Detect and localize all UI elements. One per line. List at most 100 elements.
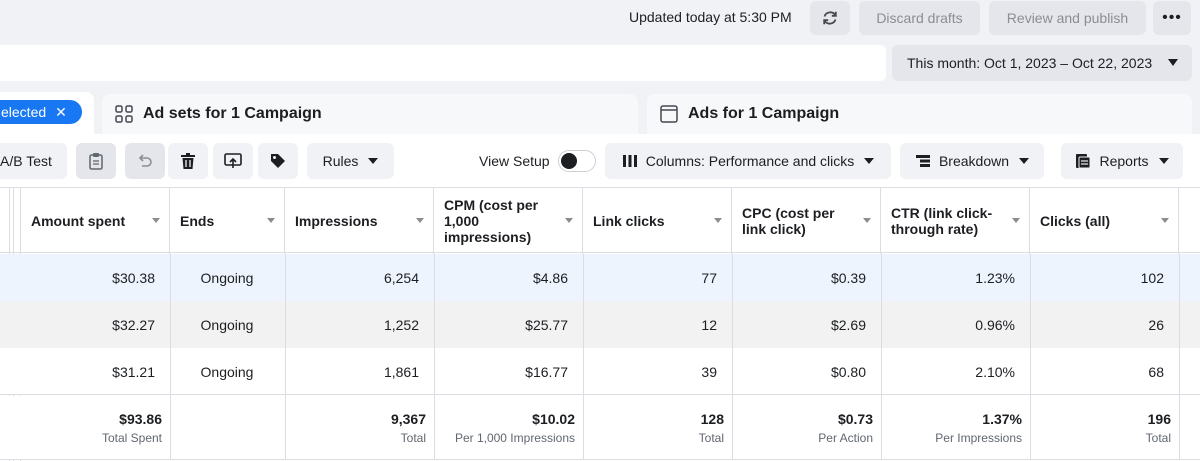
- header-label: CPC (cost per link click): [742, 205, 835, 237]
- search-filter-bar[interactable]: [0, 45, 886, 81]
- refresh-icon: [823, 11, 837, 25]
- header-label: CPM (cost per 1,000 impressions): [444, 197, 539, 245]
- tab-ad-sets[interactable]: Ad sets for 1 Campaign: [102, 94, 638, 134]
- cell-amount: $30.38: [112, 269, 155, 286]
- reports-button[interactable]: Reports: [1061, 143, 1183, 179]
- header-ends[interactable]: Ends: [170, 188, 285, 254]
- column-divider: [1179, 254, 1180, 460]
- total-label: Per Impressions: [935, 431, 1022, 445]
- total-link-clicks: 128 Total: [583, 396, 732, 460]
- main-panel: A/B Test: [0, 134, 1200, 461]
- table-row[interactable]: $32.27 Ongoing 1,252 $25.77 12 $2.69 0.9…: [0, 301, 1200, 348]
- rules-label: Rules: [322, 153, 359, 169]
- view-setup-label: View Setup: [479, 153, 550, 169]
- duplicate-button[interactable]: [76, 143, 116, 179]
- cell-impressions: 1,861: [383, 363, 419, 380]
- header-label: Amount spent: [31, 213, 126, 229]
- cell-clicks-all: 68: [1148, 363, 1164, 380]
- total-label: Total: [400, 431, 426, 445]
- total-label: Total Spent: [101, 431, 162, 445]
- cell-cpm: $25.77: [525, 316, 568, 333]
- caret-down-icon: [1168, 59, 1178, 66]
- cell-amount: $31.21: [112, 363, 155, 380]
- caret-down-icon: [368, 158, 379, 164]
- total-value: 196: [1147, 411, 1171, 427]
- header-label: Link clicks: [593, 213, 665, 229]
- total-label: Per Action: [818, 431, 873, 445]
- selected-filter-pill[interactable]: elected ✕: [0, 100, 82, 124]
- close-icon[interactable]: ✕: [55, 103, 67, 120]
- view-setup-toggle[interactable]: [558, 150, 596, 172]
- cell-link-clicks: 39: [701, 363, 717, 380]
- column-divider: [881, 254, 882, 460]
- columns-icon: [622, 155, 637, 167]
- ab-test-button[interactable]: A/B Test: [0, 143, 67, 179]
- reports-label: Reports: [1099, 153, 1149, 169]
- cell-cpc: $2.69: [830, 316, 866, 333]
- column-divider: [732, 254, 733, 460]
- column-divider: [434, 254, 435, 460]
- cell-cpc: $0.39: [830, 269, 866, 286]
- table-row[interactable]: $30.38 Ongoing 6,254 $4.86 77 $0.39 1.23…: [0, 254, 1200, 301]
- ad-window-icon: [660, 105, 678, 123]
- caret-down-icon: [864, 158, 875, 164]
- rules-button[interactable]: Rules: [307, 143, 394, 179]
- more-options-button[interactable]: •••: [1153, 1, 1191, 35]
- tab-ads[interactable]: Ads for 1 Campaign: [647, 94, 1192, 134]
- header-ctr[interactable]: CTR (link click-through rate): [881, 188, 1030, 254]
- export-button[interactable]: [213, 143, 253, 179]
- total-cpm: $10.02 Per 1,000 Impressions: [434, 396, 583, 460]
- header-cpm[interactable]: CPM (cost per 1,000 impressions): [434, 188, 583, 254]
- review-publish-button[interactable]: Review and publish: [989, 1, 1146, 35]
- column-divider: [170, 254, 171, 460]
- total-value: $93.86: [119, 411, 162, 427]
- columns-button[interactable]: Columns: Performance and clicks: [605, 143, 891, 179]
- header-link-clicks[interactable]: Link clicks: [583, 188, 732, 254]
- cell-ends: Ongoing: [200, 269, 254, 286]
- totals-row: $93.86 Total Spent 9,367 Total $10.02 Per 1…: [0, 396, 1200, 460]
- cell-link-clicks: 12: [701, 316, 717, 333]
- caret-down-icon: [1019, 158, 1030, 164]
- date-range-button[interactable]: This month: Oct 1, 2023 – Oct 22, 2023: [892, 45, 1192, 81]
- table-header: Amount spent Ends Impressions CPM (cost …: [0, 187, 1200, 254]
- ab-test-label: A/B Test: [0, 153, 52, 169]
- caret-down-icon: [1158, 158, 1169, 164]
- tab-ads-label: Ads for 1 Campaign: [688, 105, 840, 122]
- sort-icon: [714, 218, 722, 223]
- header-cpc[interactable]: CPC (cost per link click): [732, 188, 881, 254]
- header-amount-spent[interactable]: Amount spent: [21, 188, 170, 254]
- cell-ends: Ongoing: [200, 363, 254, 380]
- reports-icon: [1076, 154, 1091, 169]
- sort-icon: [416, 218, 424, 223]
- sort-icon: [1012, 218, 1020, 223]
- breakdown-icon: [915, 155, 930, 167]
- undo-icon: [138, 154, 152, 167]
- cell-clicks-all: 102: [1140, 269, 1164, 286]
- header-label: Impressions: [295, 213, 378, 229]
- header-impressions[interactable]: Impressions: [285, 188, 434, 254]
- updated-status: Updated today at 5:30 PM: [629, 9, 792, 25]
- undo-button[interactable]: [125, 143, 165, 179]
- refresh-button[interactable]: [810, 1, 850, 35]
- sort-icon: [863, 218, 871, 223]
- delete-button[interactable]: [168, 143, 208, 179]
- discard-drafts-button[interactable]: Discard drafts: [859, 1, 980, 35]
- total-amount: $93.86 Total Spent: [21, 396, 170, 460]
- cell-ends: Ongoing: [200, 316, 254, 333]
- total-label: Per 1,000 Impressions: [454, 431, 575, 445]
- breakdown-button[interactable]: Breakdown: [900, 143, 1044, 179]
- total-value: $10.02: [532, 411, 575, 427]
- cell-ctr: 1.23%: [975, 269, 1015, 286]
- trash-icon: [181, 153, 195, 169]
- cell-impressions: 1,252: [383, 316, 419, 333]
- header-clicks-all[interactable]: Clicks (all): [1030, 188, 1179, 254]
- total-value: 128: [700, 411, 724, 427]
- tag-button[interactable]: [258, 143, 298, 179]
- tab-ad-sets-label: Ad sets for 1 Campaign: [143, 105, 322, 122]
- total-value: 1.37%: [982, 411, 1022, 427]
- table-toolbar: A/B Test: [0, 134, 1200, 187]
- table-row[interactable]: $31.21 Ongoing 1,861 $16.77 39 $0.80 2.1…: [0, 348, 1200, 395]
- total-ctr: 1.37% Per Impressions: [881, 396, 1030, 460]
- cell-amount: $32.27: [112, 316, 155, 333]
- date-range-label: This month: Oct 1, 2023 – Oct 22, 2023: [907, 55, 1153, 71]
